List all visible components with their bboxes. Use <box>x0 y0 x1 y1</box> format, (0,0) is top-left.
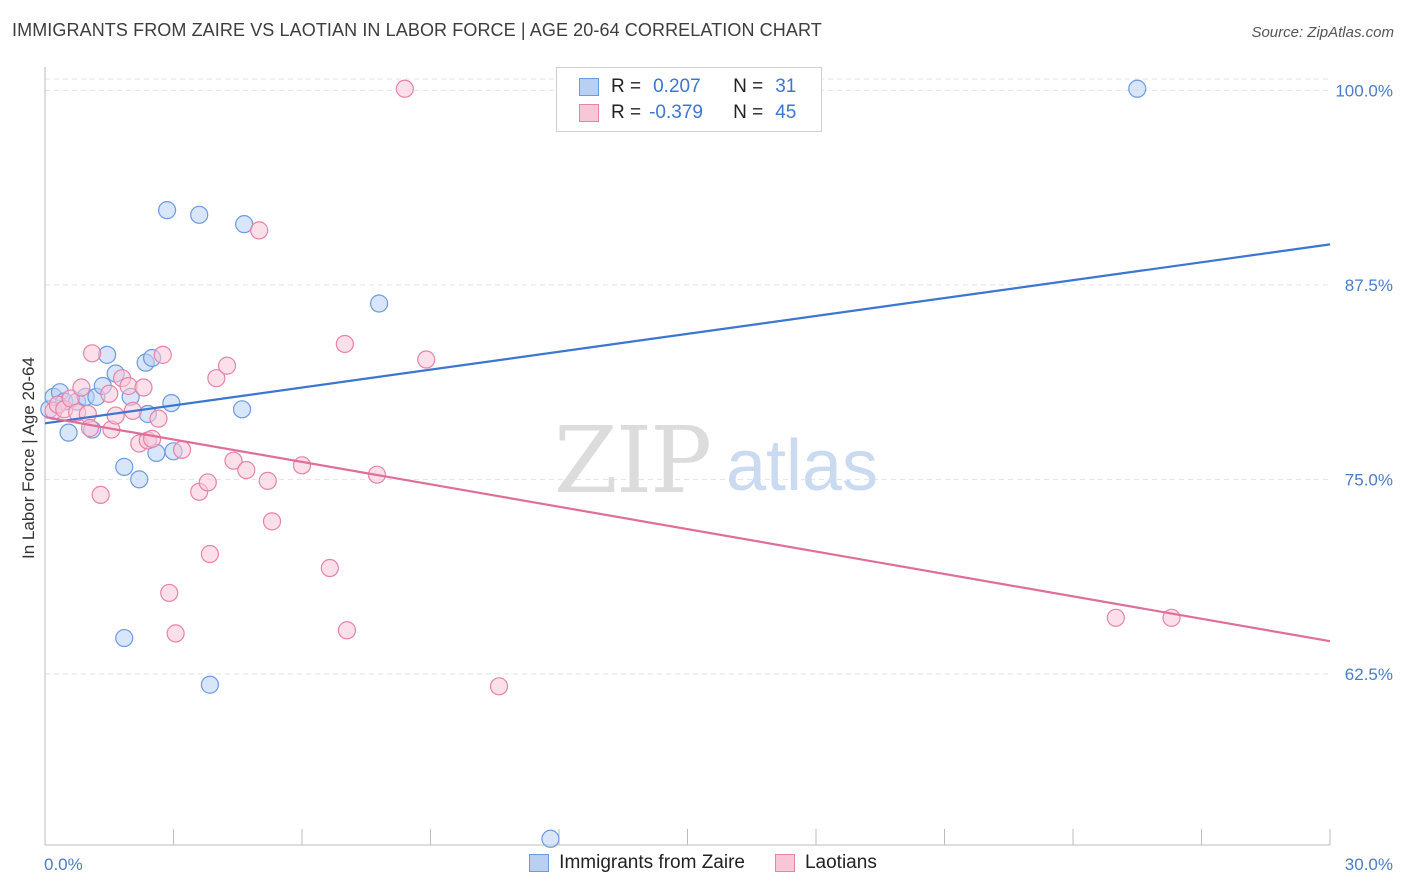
zaire-point <box>162 393 181 413</box>
laotian-point <box>119 376 138 396</box>
y-tick-label: 100.0% <box>1335 81 1393 100</box>
grid-lines <box>45 78 1330 675</box>
laotian-point <box>172 440 192 459</box>
n-label: N = <box>733 76 764 97</box>
watermark-atlas: atlas <box>726 426 878 506</box>
laotian-point <box>489 677 509 696</box>
legend-label-laotians: Laotians <box>804 852 877 873</box>
laotian-point <box>106 406 125 425</box>
stat-row-laotians: R = -0.379 N = 45 <box>579 101 796 125</box>
r-value: -0.379 <box>649 102 703 123</box>
stat-row-zaire: R = 0.207 N = 31 <box>579 75 796 99</box>
zaire-trend-line <box>44 243 1331 425</box>
legend-swatch-zaire <box>529 854 550 872</box>
zaire-point <box>190 205 209 224</box>
y-tick-label: 75.0% <box>1345 470 1393 489</box>
laotian-point <box>80 418 100 438</box>
laotian-point <box>207 369 226 388</box>
source-label: Source: ZipAtlas.com <box>1251 24 1394 41</box>
r-value: 0.207 <box>653 76 701 97</box>
axes <box>44 67 1331 846</box>
y-tick-labels: 62.5% 75.0% 87.5% 100.0% <box>1335 81 1393 684</box>
laotian-point <box>395 79 414 98</box>
zaire-point <box>59 423 78 442</box>
laotian-point <box>237 460 256 480</box>
laotian-point <box>153 345 172 364</box>
legend-swatch-laotians <box>774 854 795 872</box>
legend: Immigrants from Zaire Laotians <box>0 852 1406 874</box>
r-label: R = <box>611 102 642 123</box>
x-tick-labels: 0.0% 30.0% <box>44 855 1393 874</box>
laotian-point <box>198 473 217 492</box>
n-value: 31 <box>775 76 797 97</box>
laotian-point <box>134 378 153 397</box>
laotian-point <box>1106 608 1125 627</box>
stat-swatch-zaire <box>579 78 599 96</box>
x-tick-label: 0.0% <box>44 855 83 874</box>
zaire-point <box>115 457 134 476</box>
laotian-point <box>292 456 312 475</box>
laotian-point <box>100 384 119 403</box>
trend-lines <box>44 243 1331 643</box>
legend-item-laotians[interactable]: Laotians <box>774 852 877 874</box>
laotian-trend-line <box>44 416 1331 643</box>
zaire-point <box>1128 79 1147 98</box>
watermark-zip: ZIP <box>554 407 710 514</box>
zaire-point <box>541 829 560 848</box>
laotian-point <box>224 451 243 470</box>
laotian-point <box>417 350 436 369</box>
watermark: ZIP atlas <box>554 407 878 514</box>
zaire-point <box>157 201 177 220</box>
y-axis-title: In Labor Force | Age 20-64 <box>19 357 38 559</box>
laotian-point <box>149 409 168 428</box>
zaire-point <box>98 345 117 364</box>
laotian-point <box>262 512 282 531</box>
chart-title: IMMIGRANTS FROM ZAIRE VS LAOTIAN IN LABO… <box>12 20 822 40</box>
laotian-point <box>258 471 277 490</box>
correlation-stats-box: R = 0.207 N = 31 R = -0.379 N = 45 <box>556 67 822 132</box>
laotian-point <box>142 429 162 448</box>
zaire-point <box>232 400 252 419</box>
n-label: N = <box>733 102 764 123</box>
legend-item-zaire[interactable]: Immigrants from Zaire <box>529 852 745 874</box>
laotian-point <box>91 485 110 504</box>
laotian-point <box>320 558 339 578</box>
y-tick-label: 87.5% <box>1345 276 1393 295</box>
laotian-point <box>200 544 220 564</box>
laotian-point <box>166 624 185 643</box>
n-value: 45 <box>775 102 797 123</box>
zaire-point <box>130 470 149 489</box>
laotian-point <box>72 378 91 397</box>
y-tick-label: 62.5% <box>1345 665 1393 684</box>
legend-label-zaire: Immigrants from Zaire <box>559 852 745 873</box>
zaire-point <box>370 294 389 313</box>
laotian-point <box>335 334 354 354</box>
r-label: R = <box>611 76 642 97</box>
data-points <box>40 79 1181 848</box>
laotian-point <box>337 621 357 640</box>
x-tick-label: 30.0% <box>1345 855 1393 874</box>
laotian-point <box>83 344 102 363</box>
stat-swatch-laotians <box>579 104 599 122</box>
zaire-point <box>115 628 134 648</box>
zaire-point <box>200 675 220 694</box>
laotian-point <box>217 356 237 375</box>
laotian-point <box>250 221 269 240</box>
laotian-point <box>160 583 179 603</box>
